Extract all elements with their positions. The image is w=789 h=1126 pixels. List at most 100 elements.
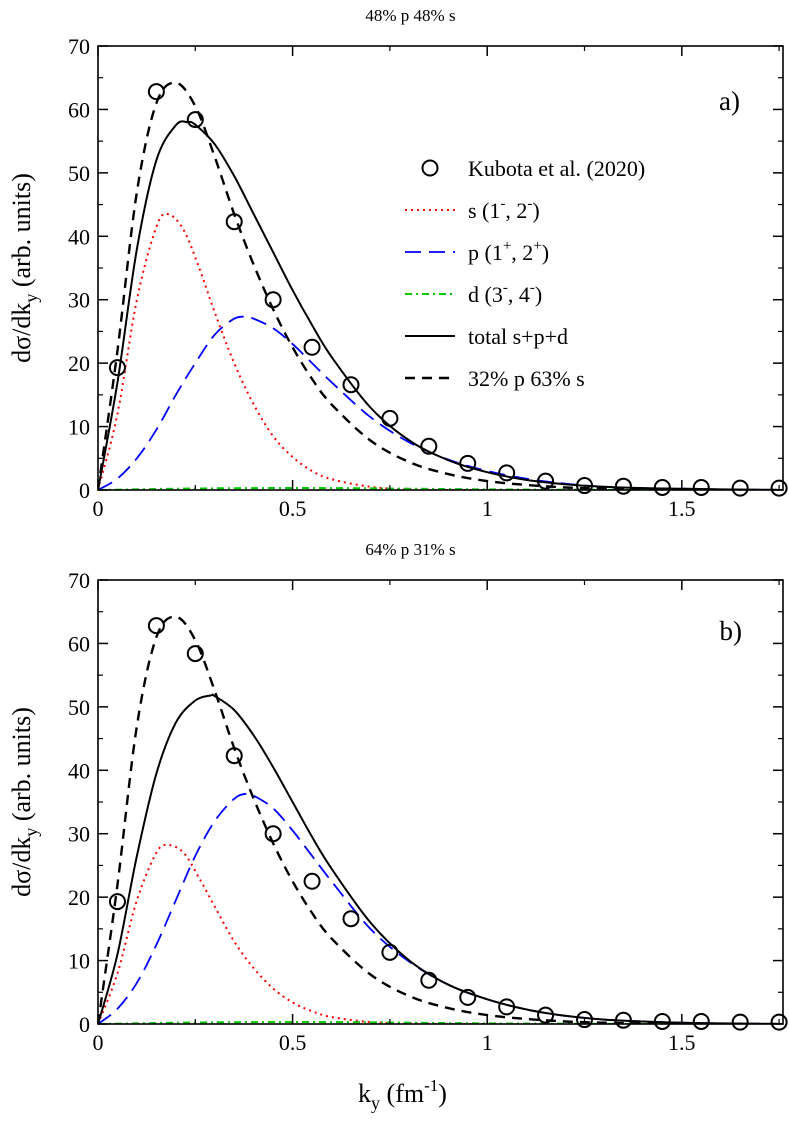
data-point	[108, 359, 126, 377]
y-tick-label: 0	[79, 478, 90, 503]
legend-text-sup: -	[527, 196, 532, 212]
legend-text-end: )	[532, 198, 539, 223]
series-line-total	[98, 120, 783, 490]
y-axis-label-prefix: dσ/dk	[7, 303, 36, 363]
data-point	[770, 479, 788, 497]
data-point	[692, 478, 710, 496]
x-axis-label-base: k	[358, 1079, 371, 1108]
series-line-d	[98, 487, 783, 490]
series-line-s	[98, 212, 488, 490]
y-tick-label: 10	[68, 949, 90, 974]
panel-tag: b)	[720, 616, 743, 646]
legend-text-sup: -	[530, 280, 535, 296]
y-tick-label: 30	[68, 822, 90, 847]
x-tick-label: 1.5	[668, 1030, 696, 1055]
data-point	[614, 1011, 632, 1029]
data-point	[420, 437, 438, 455]
y-tick-label: 70	[68, 568, 90, 593]
panel-tag: a)	[719, 86, 740, 116]
legend-text-main: p (1	[468, 240, 503, 265]
data-point	[303, 872, 321, 890]
data-point	[381, 409, 399, 427]
y-tick-label: 20	[68, 885, 90, 910]
series-line-s	[98, 843, 488, 1024]
panel-header-note: 64% p 31% s	[365, 540, 455, 559]
series-line-p	[98, 315, 783, 490]
legend-text-end: )	[542, 240, 549, 265]
y-tick-label: 40	[68, 224, 90, 249]
data-point	[576, 1011, 594, 1029]
data-point	[264, 291, 282, 309]
chart-panel-b: 64% p 31% s0 0.5 1 1.5010203040506070dσ/dky…	[7, 540, 788, 1113]
legend-label-p: p (1+, 2+)	[468, 238, 549, 265]
data-point	[576, 477, 594, 495]
data-point	[303, 338, 321, 356]
data-point	[731, 1013, 749, 1031]
x-tick-label: 0	[93, 496, 104, 521]
legend-text-sup: -	[503, 280, 508, 296]
y-axis-label-prefix: dσ/dk	[7, 837, 36, 897]
data-point	[614, 477, 632, 495]
data-point	[653, 478, 671, 496]
y-axis-label: dσ/dky (arb. units)	[7, 173, 41, 363]
plot-frame	[97, 579, 784, 1025]
y-tick-label: 30	[68, 288, 90, 313]
data-point	[692, 1012, 710, 1030]
legend-text-mid: , 4	[508, 282, 530, 307]
x-tick-label: 1	[482, 1030, 493, 1055]
data-point	[147, 83, 165, 101]
x-tick-label: 1	[482, 496, 493, 521]
legend-label-d: d (3-, 4-)	[468, 280, 542, 307]
data-point	[770, 1013, 788, 1031]
series-line-total	[98, 693, 783, 1024]
x-tick-label: 0.5	[279, 1030, 307, 1055]
series-line-fit	[98, 81, 783, 490]
data-point	[653, 1012, 671, 1030]
data-point	[459, 454, 477, 472]
data-point	[342, 376, 360, 394]
legend-label-total: total s+p+d	[468, 324, 568, 349]
x-axis-label-superscript: -1	[424, 1076, 438, 1095]
legend-text-main: total s+p+d	[468, 324, 568, 349]
legend: Kubota et al. (2020)s (1-, 2-)p (1+, 2+)…	[405, 156, 645, 391]
data-point	[459, 988, 477, 1006]
y-tick-label: 40	[68, 758, 90, 783]
y-axis-label-suffix: (arb. units)	[7, 707, 36, 828]
data-point	[498, 464, 516, 482]
y-axis-label-subscript: y	[21, 294, 41, 303]
y-tick-label: 60	[68, 97, 90, 122]
legend-text-main: Kubota et al. (2020)	[468, 156, 645, 181]
legend-text-mid: , 2	[505, 198, 527, 223]
y-axis-label-suffix: (arb. units)	[7, 173, 36, 294]
legend-text-sup: +	[503, 238, 511, 254]
x-tick-label: 0	[93, 1030, 104, 1055]
data-point	[420, 971, 438, 989]
legend-label-fit: 32% p 63% s	[468, 366, 585, 391]
x-tick-label: 0.5	[279, 496, 307, 521]
chart-panel-a: 48% p 48% s 0 0.5 1 1.5 0 10 20 30 40 50 60 70 dσ/dky…	[7, 6, 788, 521]
data-point	[537, 1006, 555, 1024]
plot-frame	[97, 45, 784, 491]
legend-text-sup: +	[533, 238, 541, 254]
curves-group	[98, 615, 783, 1024]
data-point	[731, 479, 749, 497]
legend-label-data: Kubota et al. (2020)	[468, 156, 645, 181]
series-line-p	[98, 792, 783, 1024]
y-axis-label: dσ/dky (arb. units)	[7, 707, 41, 897]
legend-marker-data	[421, 159, 439, 177]
data-point	[225, 213, 243, 231]
data-point	[147, 617, 165, 635]
series-line-fit	[98, 615, 783, 1024]
series-line-d	[98, 1021, 783, 1024]
x-tick-label: 1.5	[668, 496, 696, 521]
x-axis-label-close: )	[438, 1079, 447, 1108]
legend-text-mid: , 2	[511, 240, 533, 265]
x-axis-label: ky (fm-1)	[358, 1076, 447, 1113]
x-axis-label-unit: (fm	[380, 1079, 424, 1108]
legend-label-s: s (1-, 2-)	[468, 196, 540, 223]
y-tick-label: 50	[68, 695, 90, 720]
y-tick-label: 0	[79, 1012, 90, 1037]
legend-text-main: 32% p 63% s	[468, 366, 585, 391]
legend-text-main: s (1	[468, 198, 500, 223]
data-point	[381, 943, 399, 961]
